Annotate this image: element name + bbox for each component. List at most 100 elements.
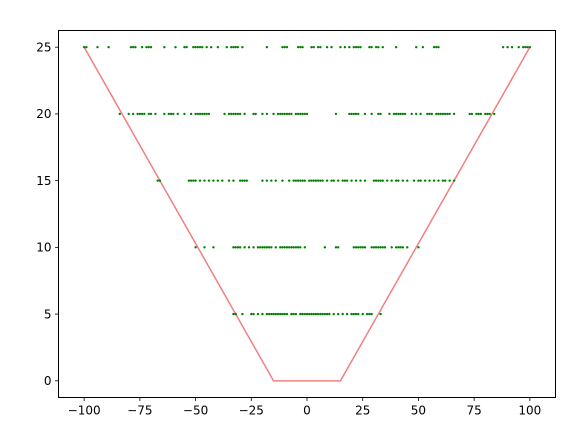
scatter-point [261, 312, 264, 316]
scatter-point [192, 45, 195, 49]
scatter-point [203, 112, 206, 116]
scatter-point [281, 312, 284, 316]
scatter-point [312, 179, 315, 182]
scatter-point [265, 112, 269, 116]
scatter-point [194, 112, 197, 116]
scatter-point [183, 45, 186, 49]
scatter-point [230, 112, 233, 116]
scatter-point [443, 179, 447, 182]
scatter-point [441, 179, 445, 182]
scatter-point [254, 112, 257, 116]
x-tick-label: 25 [355, 404, 370, 418]
scatter-point [236, 112, 240, 116]
scatter-point [303, 312, 306, 316]
scatter-point [294, 312, 298, 316]
scatter-point [296, 179, 300, 182]
x-tick-label: 0 [303, 404, 311, 418]
scatter-point [212, 246, 215, 249]
scatter-point [392, 112, 396, 116]
scatter-point [432, 179, 436, 182]
scatter-point [441, 112, 445, 116]
scatter-point [501, 45, 505, 49]
scatter-point [196, 45, 199, 49]
scatter-point [303, 179, 306, 182]
scatter-point [361, 246, 364, 249]
scatter-point [274, 246, 277, 249]
scatter-point [374, 45, 378, 49]
scatter-point [401, 179, 405, 182]
scatter-point [308, 312, 311, 316]
scatter-point [334, 246, 338, 249]
scatter-point [470, 112, 474, 116]
scatter-point [154, 112, 157, 116]
scatter-point [345, 179, 349, 182]
scatter-point [341, 312, 344, 316]
scatter-point [310, 45, 313, 49]
scatter-point [528, 45, 532, 49]
scatter-point [354, 312, 358, 316]
x-tick-label: 50 [411, 404, 426, 418]
scatter-point [232, 312, 235, 316]
scatter-point [299, 179, 302, 182]
scatter-point [377, 112, 380, 116]
scatter-point [189, 179, 193, 182]
scatter-point [143, 112, 146, 116]
x-tick-label: 75 [467, 404, 482, 418]
scatter-point [439, 112, 442, 116]
scatter-point [475, 112, 478, 116]
scatter-point [265, 45, 269, 49]
scatter-point [299, 112, 302, 116]
scatter-point [145, 45, 148, 49]
scatter-point [381, 45, 384, 49]
scatter-point [379, 112, 382, 116]
scatter-point [337, 312, 340, 316]
scatter-point [252, 246, 255, 249]
scatter-point [401, 112, 405, 116]
y-tick-label: 25 [36, 40, 51, 54]
scatter-point [265, 246, 269, 249]
scatter-point [417, 246, 420, 249]
scatter-point [352, 312, 355, 316]
scatter-point [290, 312, 293, 316]
scatter-point [234, 312, 237, 316]
scatter-point [281, 112, 284, 116]
scatter-point [301, 112, 304, 116]
scatter-point [265, 312, 269, 316]
series-0 [82, 45, 532, 316]
scatter-point [276, 112, 280, 116]
scatter-point [377, 45, 380, 49]
scatter-point [448, 112, 451, 116]
scatter-point [314, 179, 318, 182]
scatter-point [354, 112, 358, 116]
scatter-point [272, 312, 275, 316]
scatter-point [341, 179, 344, 182]
scatter-point [310, 179, 313, 182]
scatter-point [285, 246, 289, 249]
scatter-point [169, 112, 173, 116]
scatter-point [232, 45, 235, 49]
scatter-point [247, 246, 251, 249]
scatter-point [283, 112, 286, 116]
scatter-point [379, 312, 382, 316]
scatter-point [194, 246, 197, 249]
scatter-point [290, 246, 293, 249]
scatter-point [325, 45, 329, 49]
scatter-point [243, 112, 246, 116]
scatter-point [261, 179, 264, 182]
scatter-point [270, 179, 273, 182]
scatter-point [267, 246, 271, 249]
scatter-point [305, 312, 309, 316]
y-tick-label: 0 [44, 374, 52, 388]
scatter-point [437, 179, 440, 182]
scatter-point [147, 112, 150, 116]
scatter-point [250, 312, 253, 316]
scatter-point [234, 112, 237, 116]
scatter-point [287, 179, 291, 182]
scatter-point [296, 112, 300, 116]
scatter-point [323, 312, 327, 316]
scatter-point [285, 312, 289, 316]
scatter-point [368, 45, 371, 49]
scatter-point [401, 246, 405, 249]
scatter-point [285, 45, 289, 49]
scatter-point [310, 312, 313, 316]
